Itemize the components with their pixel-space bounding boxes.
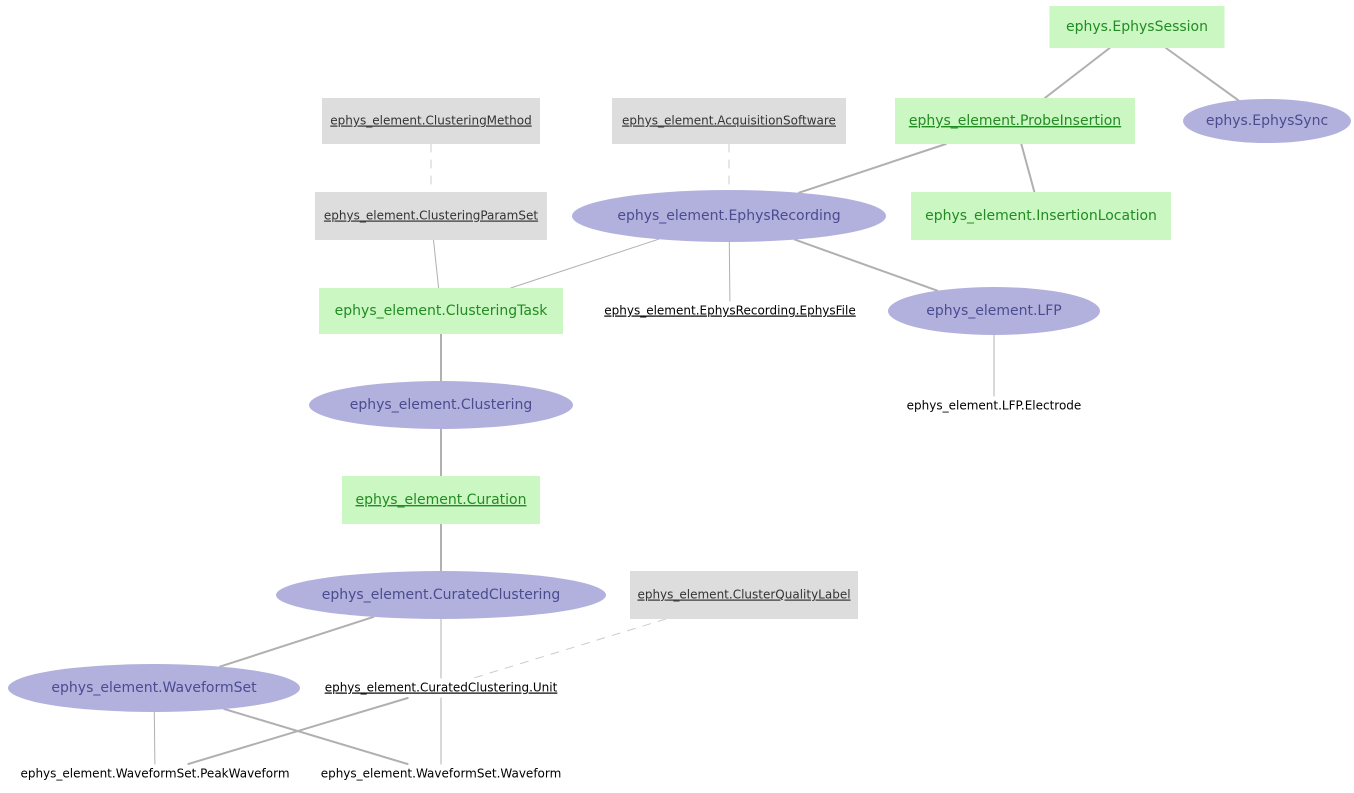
node-unit-label: ephys_element.CuratedClustering.Unit	[325, 681, 558, 695]
node-lfp-label: ephys_element.LFP	[926, 303, 1061, 319]
node-acq_software: ephys_element.AcquisitionSoftware	[612, 98, 846, 144]
node-ephysfile-label: ephys_element.EphysRecording.EphysFile	[604, 304, 855, 318]
node-clustering_paramset-label: ephys_element.ClusteringParamSet	[324, 209, 538, 223]
node-probe_insertion: ephys_element.ProbeInsertion	[895, 98, 1135, 144]
node-clustering_paramset: ephys_element.ClusteringParamSet	[315, 192, 547, 240]
node-ephys_recording-label: ephys_element.EphysRecording	[617, 208, 840, 224]
node-lfp: ephys_element.LFP	[888, 287, 1100, 335]
node-insertion_location-label: ephys_element.InsertionLocation	[925, 208, 1157, 224]
node-ephys_sync-label: ephys.EphysSync	[1206, 113, 1328, 129]
node-ephys_recording: ephys_element.EphysRecording	[572, 190, 886, 242]
node-clustering_method-label: ephys_element.ClusteringMethod	[330, 114, 531, 128]
node-waveform_set: ephys_element.WaveformSet	[8, 664, 300, 712]
node-peak_waveform-label: ephys_element.WaveformSet.PeakWaveform	[20, 767, 289, 781]
node-waveform-label: ephys_element.WaveformSet.Waveform	[321, 767, 562, 781]
node-waveform: ephys_element.WaveformSet.Waveform	[321, 767, 562, 781]
node-peak_waveform: ephys_element.WaveformSet.PeakWaveform	[20, 767, 289, 781]
edge-ephys_recording-clustering_task	[511, 239, 659, 288]
node-acq_software-label: ephys_element.AcquisitionSoftware	[622, 114, 836, 128]
node-ephys_session-label: ephys.EphysSession	[1066, 19, 1208, 35]
edge-clustering_paramset-clustering_task	[434, 240, 439, 288]
nodes-layer: ephys.EphysSession ephys.EphysSync ephys_e…	[8, 6, 1351, 781]
node-probe_insertion-label: ephys_element.ProbeInsertion	[909, 113, 1121, 129]
node-ephys_sync: ephys.EphysSync	[1183, 99, 1351, 143]
node-curation-label: ephys_element.Curation	[356, 492, 527, 508]
node-clustering_method: ephys_element.ClusteringMethod	[322, 98, 540, 144]
edge-waveform_set-peak_waveform	[154, 712, 155, 764]
node-insertion_location: ephys_element.InsertionLocation	[911, 192, 1171, 240]
node-curated_clustering-label: ephys_element.CuratedClustering	[322, 587, 560, 603]
node-curated_clustering: ephys_element.CuratedClustering	[276, 571, 606, 619]
edge-ephys_session-probe_insertion	[1045, 48, 1110, 98]
node-clustering_task-label: ephys_element.ClusteringTask	[335, 303, 549, 319]
edge-curated_clustering-waveform_set	[220, 617, 373, 667]
edge-probe_insertion-insertion_location	[1021, 144, 1034, 192]
node-clustering: ephys_element.Clustering	[309, 381, 573, 429]
schema-diagram: ephys.EphysSession ephys.EphysSync ephys_e…	[0, 0, 1354, 793]
node-curation: ephys_element.Curation	[342, 476, 540, 524]
edge-probe_insertion-ephys_recording	[799, 144, 946, 193]
node-unit: ephys_element.CuratedClustering.Unit	[325, 681, 558, 695]
node-cluster_quality: ephys_element.ClusterQualityLabel	[630, 571, 858, 619]
edge-waveform_set-waveform	[224, 709, 407, 764]
node-clustering-label: ephys_element.Clustering	[350, 397, 532, 413]
edge-ephys_session-ephys_sync	[1166, 48, 1238, 100]
node-ephys_session: ephys.EphysSession	[1050, 6, 1225, 48]
edge-ephys_recording-lfp	[795, 240, 938, 291]
node-clustering_task: ephys_element.ClusteringTask	[319, 288, 563, 334]
edge-cluster_quality-unit	[474, 619, 666, 678]
node-waveform_set-label: ephys_element.WaveformSet	[51, 680, 257, 696]
edge-ephys_recording-ephysfile	[729, 242, 730, 301]
node-cluster_quality-label: ephys_element.ClusterQualityLabel	[637, 588, 850, 602]
node-ephysfile: ephys_element.EphysRecording.EphysFile	[604, 304, 855, 318]
node-lfp_electrode: ephys_element.LFP.Electrode	[907, 399, 1082, 413]
node-lfp_electrode-label: ephys_element.LFP.Electrode	[907, 399, 1082, 413]
